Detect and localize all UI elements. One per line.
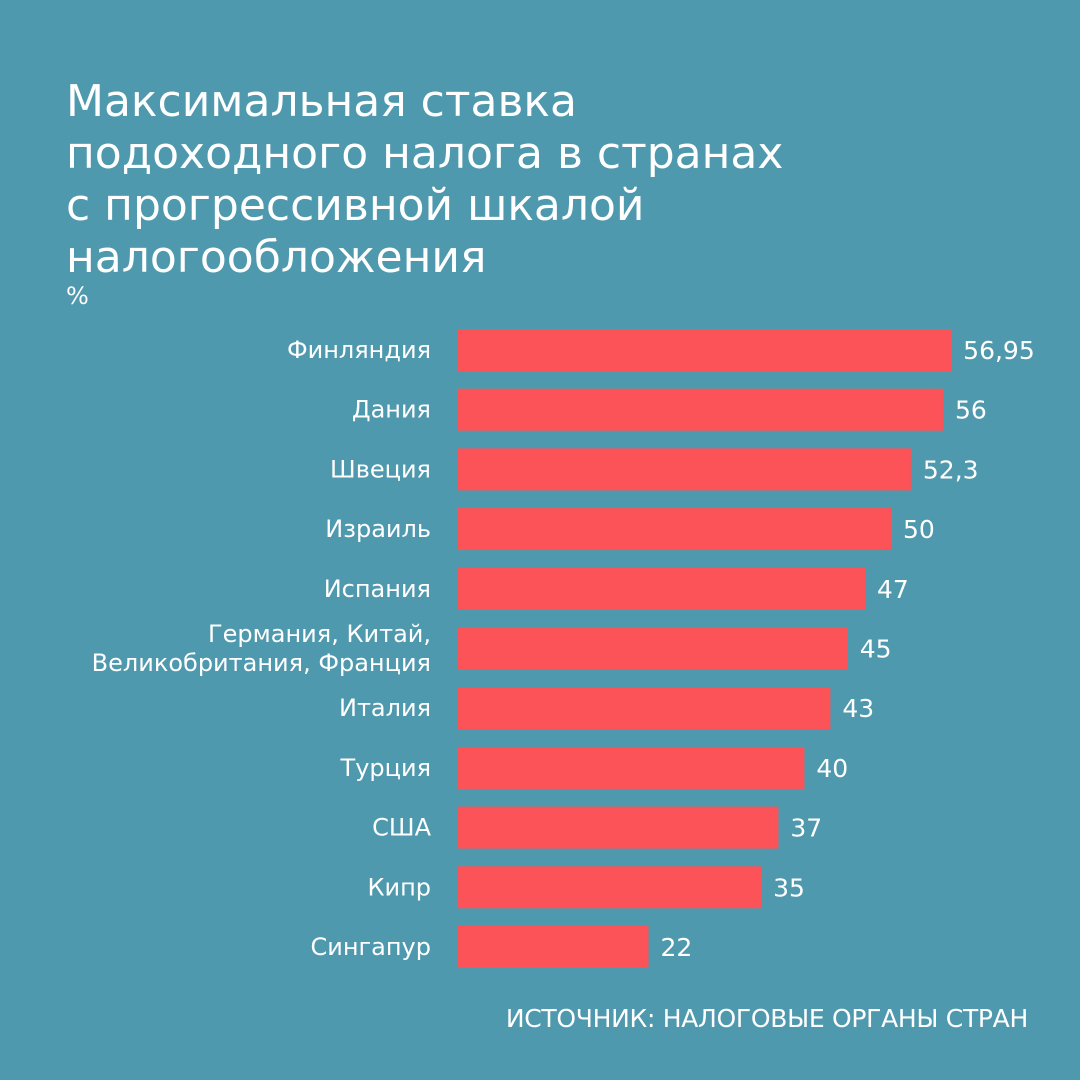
chart-title-line: с прогрессивной шкалой <box>66 180 645 231</box>
bar <box>458 448 911 491</box>
bar <box>458 508 891 551</box>
bar-value-label: 22 <box>661 933 693 962</box>
bar-value-label: 52,3 <box>923 455 979 484</box>
chart-title-line: Максимальная ставка <box>66 76 577 127</box>
bar-value-label: 37 <box>790 814 822 843</box>
bar <box>458 567 866 610</box>
bar <box>458 806 779 849</box>
chart-title-line: налогообложения <box>66 232 487 283</box>
bar-value-label: 47 <box>877 575 909 604</box>
chart-unit-label: % <box>66 282 89 310</box>
bar <box>458 926 649 968</box>
chart-title-line: подоходного налога в странах <box>66 128 784 179</box>
source-note: ИСТОЧНИК: НАЛОГОВЫЕ ОРГАНЫ СТРАН <box>505 1004 1028 1033</box>
category-label: Финляндия <box>287 336 431 364</box>
category-label: Италия <box>339 694 431 722</box>
category-label: Дания <box>352 396 431 424</box>
bar-value-label: 56 <box>955 396 987 425</box>
bar-value-label: 56,95 <box>963 336 1035 365</box>
category-label: США <box>372 814 431 842</box>
bar-value-label: 40 <box>816 754 848 783</box>
bar-value-label: 50 <box>903 515 935 544</box>
category-label: Испания <box>324 575 431 603</box>
bar-value-label: 45 <box>860 635 892 664</box>
category-label: Турция <box>340 754 431 782</box>
bar-value-label: 43 <box>842 694 874 723</box>
bar-value-label: 35 <box>773 873 805 902</box>
category-label: Великобритания, Франция <box>92 649 431 677</box>
chart-title: Максимальная ставка подоходного налога в… <box>66 76 926 284</box>
bar <box>458 746 805 789</box>
bar <box>458 627 848 670</box>
bar <box>458 329 952 371</box>
bar <box>458 687 831 730</box>
bar <box>458 388 943 431</box>
category-label: Сингапур <box>311 933 432 961</box>
bar <box>458 866 762 909</box>
category-label: Кипр <box>367 873 431 901</box>
category-label: Швеция <box>330 455 431 483</box>
category-label: Германия, Китай, <box>208 620 431 648</box>
category-label: Израиль <box>325 515 431 543</box>
